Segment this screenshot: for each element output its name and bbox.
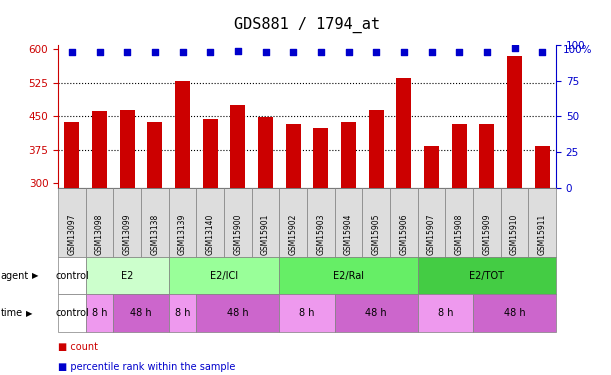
Point <box>150 49 159 55</box>
Point <box>482 49 492 55</box>
Text: E2/Ral: E2/Ral <box>333 271 364 280</box>
Text: E2/ICI: E2/ICI <box>210 271 238 280</box>
Bar <box>258 117 273 188</box>
Text: GSM15902: GSM15902 <box>288 214 298 255</box>
Text: ▶: ▶ <box>32 271 39 280</box>
Text: control: control <box>55 308 89 318</box>
Text: GSM15907: GSM15907 <box>427 213 436 255</box>
Text: 8 h: 8 h <box>299 308 315 318</box>
Text: GSM15904: GSM15904 <box>344 213 353 255</box>
Text: GSM13099: GSM13099 <box>123 213 132 255</box>
Point <box>67 49 77 55</box>
Text: GSM13098: GSM13098 <box>95 214 104 255</box>
Text: GSM13097: GSM13097 <box>67 213 76 255</box>
Bar <box>92 111 107 188</box>
Bar <box>452 124 467 188</box>
Text: E2: E2 <box>121 271 133 280</box>
Bar <box>507 56 522 188</box>
Point <box>343 49 353 55</box>
Text: 8 h: 8 h <box>437 308 453 318</box>
Text: GSM15908: GSM15908 <box>455 214 464 255</box>
Text: 8 h: 8 h <box>92 308 108 318</box>
Point <box>371 49 381 55</box>
Bar <box>147 122 163 188</box>
Text: GSM15906: GSM15906 <box>400 213 408 255</box>
Point <box>288 49 298 55</box>
Point <box>233 48 243 54</box>
Text: 48 h: 48 h <box>365 308 387 318</box>
Point <box>455 49 464 55</box>
Text: time: time <box>1 308 23 318</box>
Text: agent: agent <box>1 271 29 280</box>
Text: GSM15905: GSM15905 <box>371 213 381 255</box>
Bar <box>479 124 494 188</box>
Bar <box>313 128 329 188</box>
Point <box>426 49 436 55</box>
Text: ■ percentile rank within the sample: ■ percentile rank within the sample <box>58 362 235 372</box>
Point <box>261 49 271 55</box>
Text: GDS881 / 1794_at: GDS881 / 1794_at <box>234 17 380 33</box>
Text: 48 h: 48 h <box>130 308 152 318</box>
Text: ▶: ▶ <box>26 309 32 318</box>
Text: E2/TOT: E2/TOT <box>469 271 504 280</box>
Point <box>95 49 104 55</box>
Text: GSM15903: GSM15903 <box>316 213 326 255</box>
Text: GSM15910: GSM15910 <box>510 214 519 255</box>
Bar <box>175 81 190 188</box>
Text: GSM13138: GSM13138 <box>150 214 159 255</box>
Text: GSM15900: GSM15900 <box>233 213 243 255</box>
Point <box>122 49 132 55</box>
Text: control: control <box>55 271 89 280</box>
Bar <box>230 105 246 188</box>
Bar <box>285 124 301 188</box>
Bar <box>203 119 218 188</box>
Point <box>399 49 409 55</box>
Point <box>316 49 326 55</box>
Bar <box>120 111 135 188</box>
Text: GSM13140: GSM13140 <box>206 214 214 255</box>
Text: GSM13139: GSM13139 <box>178 214 187 255</box>
Bar <box>341 123 356 188</box>
Point <box>178 49 188 55</box>
Text: GSM15909: GSM15909 <box>482 213 491 255</box>
Bar <box>424 146 439 188</box>
Text: 8 h: 8 h <box>175 308 190 318</box>
Bar <box>368 110 384 188</box>
Text: ■ count: ■ count <box>58 342 98 352</box>
Bar <box>64 122 79 188</box>
Point <box>510 45 519 51</box>
Bar <box>397 78 411 188</box>
Text: 100%: 100% <box>563 45 593 55</box>
Point <box>205 49 215 55</box>
Text: 48 h: 48 h <box>503 308 525 318</box>
Text: GSM15901: GSM15901 <box>261 214 270 255</box>
Text: GSM15911: GSM15911 <box>538 214 547 255</box>
Point <box>537 49 547 55</box>
Text: 48 h: 48 h <box>227 308 249 318</box>
Bar <box>535 146 550 188</box>
